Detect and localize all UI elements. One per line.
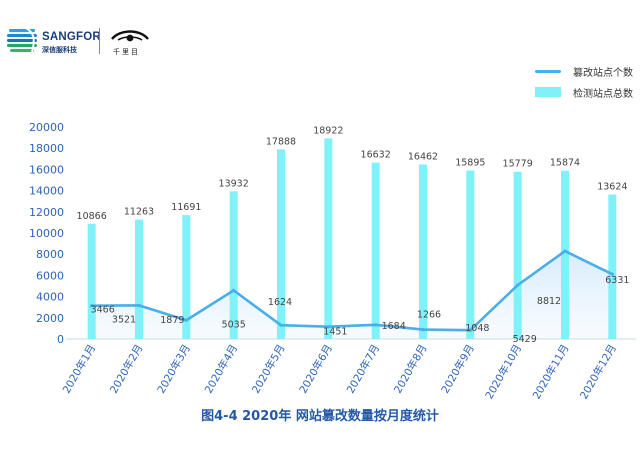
line-data-label: 5429 [513, 334, 537, 345]
line-point [90, 304, 94, 308]
line-data-label: 1451 [323, 327, 347, 338]
monthly-chart: 0 2000 4000 6000 8000 10000 12000 14000 16000 180… [29, 121, 636, 401]
bar [466, 170, 475, 339]
line-data-label: 1684 [382, 321, 406, 332]
legend-item-detected: 检测站点总数 [535, 85, 640, 100]
x-tick-label: 2020年12月 [577, 342, 619, 401]
brand-name: SANGFOR [42, 31, 101, 43]
legend-line-swatch [535, 70, 561, 73]
line-data-label: 8812 [537, 296, 561, 307]
bar-data-label: 17888 [266, 136, 296, 147]
line-point [374, 323, 378, 327]
line-point [610, 272, 614, 276]
y-tick-label: 0 [57, 333, 64, 346]
line-data-label: 3521 [112, 314, 136, 325]
line-data-label: 1048 [465, 323, 489, 334]
line-data-label: 3466 [91, 305, 115, 316]
line-point [232, 288, 236, 292]
bar [277, 149, 285, 339]
x-tick-label: 2020年5月 [249, 342, 287, 396]
legend-label-tampered: 篡改站点个数 [573, 68, 633, 79]
line-data-label: 1879 [160, 315, 184, 326]
bar [419, 164, 427, 339]
y-tick-label: 14000 [29, 185, 64, 198]
partner-mark-text: 千里目 [113, 48, 140, 56]
trend-line [90, 249, 614, 332]
x-tick-label: 2020年11月 [530, 342, 572, 401]
brand-subtitle: 深信服科技 [42, 46, 77, 54]
line-point [516, 283, 520, 287]
line-data-label: 5035 [222, 319, 246, 330]
x-tick-label: 2020年4月 [202, 342, 240, 396]
x-tick-label: 2020年9月 [438, 342, 476, 396]
chart-legend: 篡改站点个数 检测站点总数 [535, 64, 640, 104]
line-data-label: 6331 [605, 275, 629, 286]
bar-data-label: 16632 [361, 150, 391, 161]
bar [182, 215, 191, 339]
line-point [326, 325, 330, 329]
line-point [468, 328, 472, 332]
bar [561, 170, 569, 339]
line-point [184, 318, 188, 322]
y-tick-label: 4000 [36, 291, 64, 304]
bar [371, 162, 380, 339]
bar [87, 223, 96, 339]
legend-label-detected: 检测站点总数 [573, 89, 633, 100]
bar-data-label: 15779 [503, 159, 533, 170]
bar [324, 138, 333, 339]
report-header: SANGFOR 深信服科技 千里目 [0, 0, 640, 70]
bar-data-label: 11263 [124, 207, 154, 218]
bar-data-label: 13624 [597, 182, 627, 193]
bar-data-label: 11691 [171, 202, 201, 213]
bar-data-label: 18922 [313, 125, 343, 136]
bar-data-label: 15895 [455, 158, 485, 169]
line-area-shade [91, 251, 613, 339]
bar-data-label: 16462 [408, 152, 438, 163]
x-tick-label: 2020年1月 [60, 342, 98, 396]
y-tick-label: 6000 [36, 269, 64, 282]
line-point [137, 303, 141, 307]
eye-icon [111, 30, 149, 42]
y-tick-label: 12000 [29, 206, 64, 219]
line-data-label: 1266 [417, 310, 441, 321]
y-tick-label: 16000 [29, 163, 64, 176]
legend-item-tampered: 篡改站点个数 [535, 64, 640, 79]
line-point [279, 323, 283, 327]
y-tick-label: 2000 [36, 312, 64, 325]
brand-divider [99, 28, 100, 54]
line-data-label: 1624 [268, 297, 292, 308]
x-tick-label: 2020年2月 [107, 342, 145, 396]
bar-data-label: 13932 [219, 178, 249, 189]
bar [229, 191, 238, 339]
line-point [563, 249, 567, 253]
bar-data-label: 15874 [550, 158, 580, 169]
bar-data-label: 10866 [77, 211, 107, 222]
x-tick-label: 2020年7月 [344, 342, 382, 396]
bar [608, 194, 617, 339]
legend-bar-swatch [535, 87, 561, 97]
line-point [421, 327, 425, 332]
x-tick-label: 2020年3月 [154, 342, 192, 396]
x-tick-label: 2020年8月 [391, 342, 429, 396]
bar [513, 171, 522, 339]
x-tick-label: 2020年10月 [482, 342, 524, 401]
bar [135, 219, 143, 339]
y-tick-label: 20000 [29, 121, 64, 134]
y-tick-label: 10000 [29, 227, 64, 240]
figure-caption: 图4-4 2020年 网站篡改数量按月度统计 [201, 409, 439, 424]
sangfor-globe-icon [7, 27, 37, 53]
y-tick-label: 8000 [36, 248, 64, 261]
y-tick-label: 18000 [29, 142, 64, 155]
x-tick-label: 2020年6月 [296, 342, 334, 396]
